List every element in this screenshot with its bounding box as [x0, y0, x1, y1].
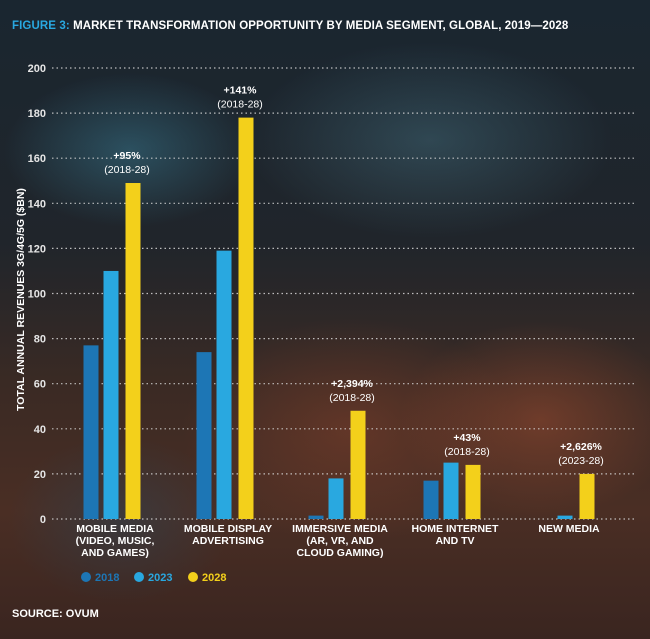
- category-label: NEW MEDIA: [538, 523, 600, 535]
- legend-marker-2028: [188, 572, 198, 582]
- y-tick-label: 120: [28, 243, 46, 255]
- category-label: MOBILE DISPLAY: [184, 523, 272, 535]
- category-label: (AR, VR, AND: [306, 535, 374, 547]
- category-label: AND TV: [435, 535, 474, 547]
- bar-2028-3: [465, 464, 481, 519]
- y-tick-label: 180: [28, 108, 46, 120]
- y-axis-label: TOTAL ANNUAL REVENUES 3G/4G/5G ($BN): [15, 188, 27, 411]
- bar-2023-0: [103, 270, 119, 519]
- growth-annotation: +141%: [224, 85, 258, 97]
- growth-annotation: +95%: [113, 150, 141, 162]
- y-tick-label: 100: [28, 289, 46, 301]
- category-label: AND GAMES): [81, 547, 149, 559]
- y-tick-label: 40: [34, 424, 46, 436]
- category-label: ADVERTISING: [192, 535, 264, 547]
- growth-period: (2018-28): [217, 99, 263, 111]
- figure-header: FIGURE 3: MARKET TRANSFORMATION OPPORTUN…: [12, 20, 568, 32]
- growth-annotation: +2,394%: [331, 378, 373, 390]
- bar-2028-0: [125, 183, 141, 519]
- y-tick-label: 140: [28, 198, 46, 210]
- category-label: HOME INTERNET: [412, 523, 500, 535]
- legend-label-2028: 2028: [202, 572, 226, 584]
- growth-period: (2018-28): [104, 164, 150, 176]
- growth-period: (2018-28): [329, 392, 375, 404]
- source-note: SOURCE: OVUM: [12, 608, 99, 620]
- bar-2023-4: [557, 515, 573, 519]
- bar-2028-1: [238, 117, 254, 520]
- figure-title: MARKET TRANSFORMATION OPPORTUNITY BY MED…: [73, 20, 569, 32]
- growth-period: (2018-28): [444, 446, 490, 458]
- bar-2023-3: [443, 462, 459, 519]
- category-label: (VIDEO, MUSIC,: [76, 535, 155, 547]
- legend-label-2018: 2018: [95, 572, 119, 584]
- bar-2018-1: [196, 352, 212, 519]
- legend-marker-2018: [81, 572, 91, 582]
- category-label: MOBILE MEDIA: [76, 523, 154, 535]
- growth-period: (2023-28): [558, 455, 604, 467]
- growth-annotation: +2,626%: [560, 441, 602, 453]
- y-tick-label: 60: [34, 379, 46, 391]
- bar-2018-3: [423, 480, 439, 519]
- category-label: IMMERSIVE MEDIA: [292, 523, 388, 535]
- y-tick-label: 0: [40, 514, 46, 526]
- y-tick-label: 160: [28, 153, 46, 165]
- figure-label: FIGURE 3:: [12, 20, 70, 32]
- bar-2028-2: [350, 410, 366, 519]
- bar-2028-4: [579, 473, 595, 519]
- y-tick-label: 80: [34, 334, 46, 346]
- y-tick-label: 20: [34, 469, 46, 481]
- bar-2018-2: [308, 515, 324, 519]
- legend-label-2023: 2023: [148, 572, 172, 584]
- y-tick-label: 200: [28, 63, 46, 75]
- category-label: CLOUD GAMING): [297, 547, 384, 559]
- growth-annotation: +43%: [453, 432, 481, 444]
- legend-marker-2023: [134, 572, 144, 582]
- bar-2018-0: [83, 345, 99, 519]
- bar-2023-1: [216, 250, 232, 519]
- bar-2023-2: [328, 478, 344, 519]
